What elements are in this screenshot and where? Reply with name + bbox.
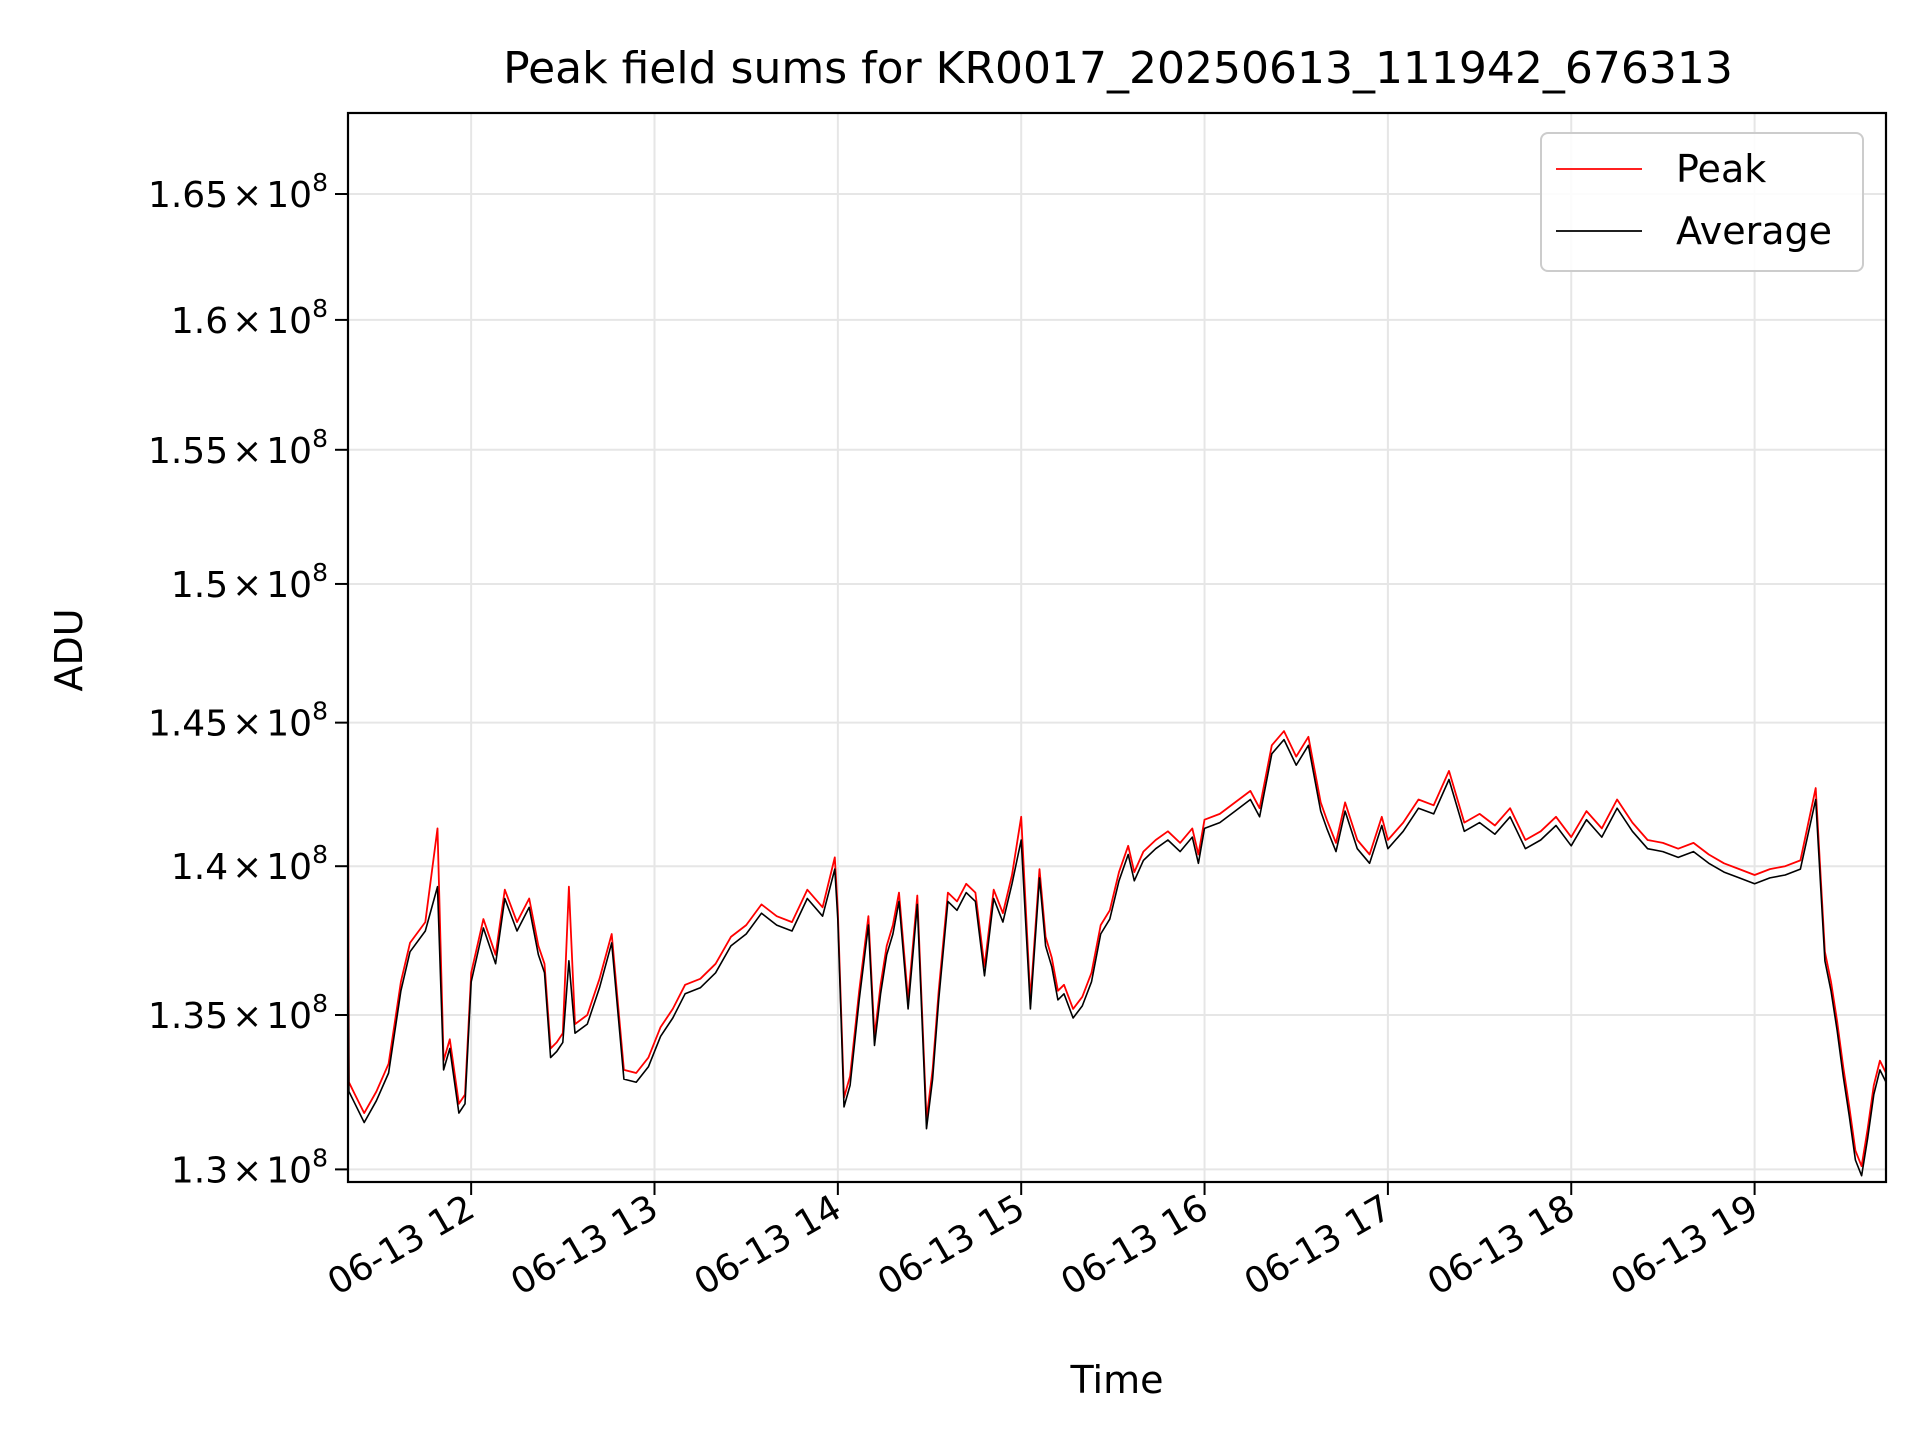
y-tick-times: ×: [232, 565, 262, 606]
y-tick-exponent: 8: [312, 558, 328, 587]
y-tick-label: 1.45 × 108: [148, 697, 328, 745]
y-tick-times: ×: [232, 996, 262, 1037]
chart-title: Peak field sums for KR0017_20250613_1119…: [503, 43, 1733, 94]
y-tick-exponent: 8: [312, 989, 328, 1018]
plot-series: [348, 502, 1886, 1177]
legend-label-peak: Peak: [1676, 147, 1766, 191]
y-tick-mantissa: 1.45: [148, 704, 228, 745]
y-tick-base: 10: [266, 175, 312, 216]
y-tick-exponent: 8: [312, 424, 328, 453]
y-tick-label: 1.6 × 108: [171, 294, 328, 342]
y-tick-times: ×: [232, 301, 262, 342]
y-tick-label: 1.55 × 108: [148, 424, 328, 472]
y-tick-label: 1.5 × 108: [171, 558, 328, 606]
y-tick-base: 10: [266, 431, 312, 472]
series-line-peak: [348, 502, 1886, 1168]
y-tick-label: 1.65 × 108: [148, 168, 328, 216]
y-tick-times: ×: [232, 1150, 262, 1191]
y-axis-label: ADU: [47, 608, 91, 691]
legend-box: [1540, 132, 1864, 272]
y-tick-exponent: 8: [312, 294, 328, 323]
grid: [348, 113, 1886, 1182]
y-tick-base: 10: [266, 301, 312, 342]
y-tick-base: 10: [266, 565, 312, 606]
plot-frame: [346, 111, 1888, 1184]
y-tick-mantissa: 1.5: [171, 565, 228, 606]
y-tick-mantissa: 1.55: [148, 431, 228, 472]
legend: Peak Average: [1540, 132, 1864, 272]
series-line-average: [348, 738, 1886, 1177]
y-tick-exponent: 8: [312, 840, 328, 869]
y-tick-base: 10: [266, 847, 312, 888]
y-tick-exponent: 8: [312, 697, 328, 726]
y-tick-label: 1.3 × 108: [171, 1143, 328, 1191]
y-tick-base: 10: [266, 1150, 312, 1191]
y-tick-exponent: 8: [312, 168, 328, 197]
y-tick-base: 10: [266, 704, 312, 745]
y-tick-mantissa: 1.4: [171, 847, 228, 888]
legend-label-average: Average: [1676, 209, 1832, 253]
y-tick-base: 10: [266, 996, 312, 1037]
y-tick-times: ×: [232, 175, 262, 216]
y-tick-exponent: 8: [312, 1143, 328, 1172]
y-tick-label: 1.35 × 108: [148, 989, 328, 1037]
y-tick-times: ×: [232, 431, 262, 472]
y-tick-times: ×: [232, 847, 262, 888]
y-tick-mantissa: 1.65: [148, 175, 228, 216]
y-tick-mantissa: 1.3: [171, 1150, 228, 1191]
y-tick-mantissa: 1.6: [171, 301, 228, 342]
y-tick-times: ×: [232, 704, 262, 745]
x-axis-label: Time: [1070, 1358, 1164, 1402]
y-tick-label: 1.4 × 108: [171, 840, 328, 888]
y-tick-mantissa: 1.35: [148, 996, 228, 1037]
